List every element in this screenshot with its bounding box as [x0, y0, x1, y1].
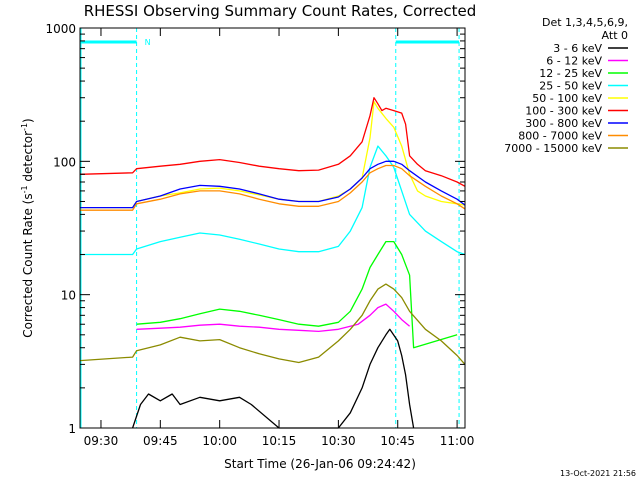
series-line-8	[79, 283, 466, 365]
y-label-main: Corrected Count Rate (s	[21, 193, 35, 337]
night-marker-label: N	[145, 38, 151, 47]
legend-header-line-2: Att 0	[602, 29, 628, 42]
y-axis-label: Corrected Count Rate (s-1 detector-1)	[20, 118, 35, 337]
legend-label-5: 100 - 300 keV	[525, 105, 602, 118]
x-tick-label-5: 10:45	[380, 434, 415, 448]
legend-label-3: 25 - 50 keV	[539, 80, 602, 93]
x-tick-label-3: 10:15	[262, 434, 297, 448]
legend-label-2: 12 - 25 keV	[539, 67, 602, 80]
series-line-5	[79, 97, 466, 187]
y-label-sup1: -1	[20, 185, 29, 193]
y-tick-label-2: 100	[53, 155, 76, 169]
y-label-sup2: -1	[20, 123, 29, 131]
y-tick-label-0: 1	[68, 422, 76, 436]
series-line-3	[80, 145, 466, 256]
y-label-mid: detector	[21, 131, 35, 186]
series-line-2	[136, 240, 458, 349]
generated-timestamp: 13-Oct-2021 21:56	[560, 469, 636, 478]
legend-label-6: 300 - 800 keV	[525, 117, 602, 130]
legend-label-1: 6 - 12 keV	[546, 55, 602, 68]
series-layer	[79, 97, 466, 429]
plot-frame	[79, 27, 466, 429]
legend-header-line-1: Det 1,3,4,5,6,9,	[542, 16, 628, 29]
series-line-1	[136, 303, 411, 333]
chart-title: RHESSI Observing Summary Count Rates, Co…	[84, 2, 477, 20]
series-line-6	[80, 160, 466, 209]
x-tick-label-4: 10:30	[321, 434, 356, 448]
series-line-7	[80, 164, 466, 211]
axis-ticks: 09:30 09:45 10:00 10:15 10:30 10:45 11:00 1 10 10…	[45, 22, 474, 448]
legend-label-0: 3 - 6 keV	[553, 42, 602, 55]
legend-label-7: 800 - 7000 keV	[518, 130, 602, 143]
x-tick-label-1: 09:45	[143, 434, 178, 448]
legend-label-8: 7000 - 15000 keV	[504, 142, 602, 155]
y-tick-label-3: 1000	[45, 22, 76, 36]
y-tick-label-1: 10	[61, 289, 76, 303]
y-label-end: )	[21, 118, 35, 123]
x-tick-label-6: 11:00	[440, 434, 475, 448]
x-tick-label-0: 09:30	[84, 434, 119, 448]
x-tick-label-2: 10:00	[202, 434, 237, 448]
x-axis-label: Start Time (26-Jan-06 09:24:42)	[224, 457, 416, 471]
legend-label-4: 50 - 100 keV	[532, 92, 602, 105]
